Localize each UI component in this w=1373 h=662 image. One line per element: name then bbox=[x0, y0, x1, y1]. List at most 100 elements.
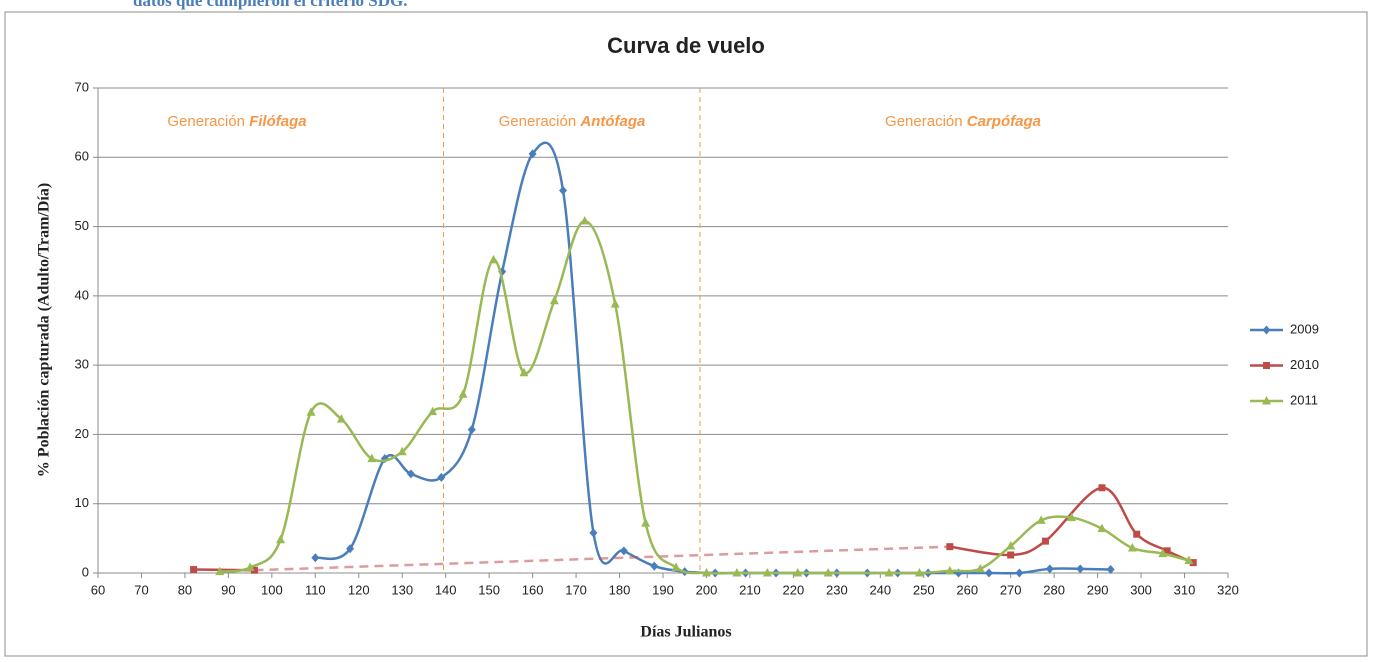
annotation-text: Generación bbox=[499, 113, 581, 130]
marker bbox=[1127, 543, 1137, 552]
marker bbox=[1007, 551, 1015, 559]
x-axis-label: Días Julianos bbox=[640, 624, 731, 641]
x-tick-label: 290 bbox=[1087, 582, 1109, 597]
marker bbox=[884, 568, 894, 577]
x-tick-label: 170 bbox=[565, 582, 587, 597]
x-tick-label: 90 bbox=[221, 582, 235, 597]
gap-line bbox=[254, 545, 950, 572]
marker bbox=[367, 453, 377, 463]
marker bbox=[397, 446, 407, 456]
marker bbox=[190, 566, 198, 574]
x-tick-label: 320 bbox=[1217, 582, 1239, 597]
marker bbox=[1036, 515, 1046, 524]
marker bbox=[1098, 484, 1106, 492]
marker bbox=[406, 469, 415, 479]
marker bbox=[914, 568, 924, 577]
marker bbox=[215, 566, 225, 576]
marker bbox=[945, 565, 955, 575]
marker bbox=[580, 216, 590, 225]
x-tick-label: 60 bbox=[91, 582, 105, 597]
marker bbox=[975, 563, 985, 573]
y-axis-label: % Población capturada (Adulto/Tram/Día) bbox=[36, 183, 53, 477]
x-tick-label: 300 bbox=[1130, 582, 1152, 597]
marker bbox=[1045, 564, 1054, 574]
x-tick-label: 100 bbox=[261, 582, 283, 597]
marker bbox=[732, 568, 742, 577]
x-tick-label: 240 bbox=[869, 582, 891, 597]
marker bbox=[489, 254, 498, 264]
x-tick-label: 220 bbox=[783, 582, 805, 597]
series-line bbox=[219, 219, 1190, 575]
legend-marker bbox=[1263, 362, 1270, 369]
y-tick-label: 60 bbox=[75, 149, 89, 164]
marker bbox=[619, 546, 628, 556]
marker bbox=[1184, 555, 1194, 565]
marker bbox=[311, 553, 320, 563]
x-tick-label: 130 bbox=[391, 582, 413, 597]
x-tick-label: 270 bbox=[1000, 582, 1022, 597]
y-tick-label: 0 bbox=[82, 564, 89, 579]
annotation: Generación Filófaga bbox=[167, 113, 306, 130]
x-tick-label: 280 bbox=[1043, 582, 1065, 597]
marker bbox=[701, 568, 711, 577]
x-tick-label: 230 bbox=[826, 582, 848, 597]
series-line bbox=[314, 141, 1111, 575]
y-tick-label: 30 bbox=[75, 357, 89, 372]
marker bbox=[823, 568, 833, 577]
marker bbox=[276, 534, 286, 544]
y-tick-label: 20 bbox=[75, 426, 89, 441]
marker bbox=[549, 295, 559, 305]
caption-fragment: datos que cumplieron el criterio SDG. bbox=[133, 0, 408, 10]
x-tick-label: 210 bbox=[739, 582, 761, 597]
marker bbox=[428, 406, 438, 416]
legend-label: 2010 bbox=[1290, 357, 1319, 372]
annotation-emphasis: Filófaga bbox=[249, 113, 307, 130]
annotation-emphasis: Carpófaga bbox=[967, 113, 1041, 130]
x-tick-label: 110 bbox=[305, 582, 326, 597]
marker bbox=[1041, 537, 1049, 545]
marker bbox=[984, 568, 993, 578]
x-tick-label: 150 bbox=[478, 582, 500, 597]
marker bbox=[1163, 547, 1171, 555]
marker bbox=[1106, 565, 1115, 575]
marker bbox=[528, 149, 537, 159]
x-tick-label: 140 bbox=[435, 582, 457, 597]
y-tick-label: 70 bbox=[75, 79, 89, 94]
marker bbox=[1158, 548, 1168, 558]
legend-label: 2009 bbox=[1290, 321, 1319, 336]
marker bbox=[458, 389, 468, 398]
legend-label: 2011 bbox=[1290, 392, 1318, 407]
marker bbox=[793, 568, 803, 577]
marker bbox=[306, 407, 316, 416]
legend-marker bbox=[1262, 396, 1271, 405]
marker bbox=[1076, 564, 1085, 574]
annotation-text: Generación bbox=[167, 113, 249, 130]
y-tick-label: 40 bbox=[75, 287, 89, 302]
annotation: Generación Carpófaga bbox=[885, 113, 1041, 130]
marker bbox=[1006, 540, 1016, 550]
annotation-text: Generación bbox=[885, 113, 967, 130]
annotation: Generación Antófaga bbox=[499, 113, 646, 130]
marker bbox=[519, 367, 529, 377]
y-tick-label: 50 bbox=[75, 218, 89, 233]
marker bbox=[650, 561, 659, 571]
x-tick-label: 190 bbox=[652, 582, 674, 597]
marker bbox=[245, 562, 255, 571]
marker bbox=[762, 568, 772, 577]
x-tick-label: 80 bbox=[178, 582, 192, 597]
marker bbox=[250, 566, 258, 574]
marker bbox=[610, 299, 620, 308]
marker bbox=[589, 528, 598, 538]
marker bbox=[437, 472, 446, 482]
marker bbox=[1067, 512, 1077, 522]
legend-marker bbox=[1262, 325, 1271, 335]
x-tick-label: 310 bbox=[1174, 582, 1196, 597]
marker bbox=[1015, 568, 1024, 578]
marker bbox=[559, 186, 568, 196]
x-tick-label: 200 bbox=[696, 582, 718, 597]
marker bbox=[336, 414, 346, 423]
chart-title: Curva de vuelo bbox=[607, 33, 765, 58]
x-tick-label: 250 bbox=[913, 582, 935, 597]
